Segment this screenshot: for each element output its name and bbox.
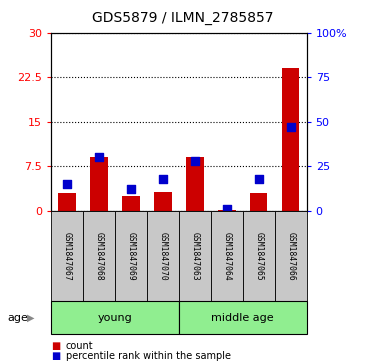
Text: young: young xyxy=(97,313,132,323)
Text: middle age: middle age xyxy=(211,313,274,323)
Text: percentile rank within the sample: percentile rank within the sample xyxy=(66,351,231,362)
Bar xyxy=(211,211,243,301)
Text: ■: ■ xyxy=(51,340,60,351)
Text: GSM1847067: GSM1847067 xyxy=(62,232,72,280)
Bar xyxy=(154,192,172,211)
Text: GSM1847068: GSM1847068 xyxy=(95,232,104,280)
Bar xyxy=(147,211,179,301)
Bar xyxy=(122,196,140,211)
Bar xyxy=(250,193,268,211)
Text: GSM1847066: GSM1847066 xyxy=(286,232,295,280)
Bar xyxy=(83,211,115,301)
Text: GSM1847064: GSM1847064 xyxy=(222,232,231,280)
Text: GSM1847065: GSM1847065 xyxy=(254,232,263,280)
Bar xyxy=(218,210,235,211)
Text: GSM1847063: GSM1847063 xyxy=(190,232,199,280)
Point xyxy=(224,206,230,212)
Bar xyxy=(58,193,76,211)
Point xyxy=(288,124,293,130)
Text: GDS5879 / ILMN_2785857: GDS5879 / ILMN_2785857 xyxy=(92,11,273,25)
Text: age: age xyxy=(7,313,28,323)
Bar xyxy=(282,68,299,211)
Text: GSM1847069: GSM1847069 xyxy=(126,232,135,280)
Text: ■: ■ xyxy=(51,351,60,362)
Bar xyxy=(186,157,204,211)
Bar xyxy=(179,301,307,334)
Bar xyxy=(51,211,83,301)
Bar xyxy=(115,211,147,301)
Bar xyxy=(274,211,307,301)
Bar xyxy=(179,211,211,301)
Point xyxy=(192,158,198,164)
Bar xyxy=(243,211,274,301)
Point xyxy=(160,176,166,182)
Bar xyxy=(51,301,179,334)
Point xyxy=(256,176,262,182)
Text: count: count xyxy=(66,340,93,351)
Point xyxy=(96,154,102,160)
Text: GSM1847070: GSM1847070 xyxy=(158,232,168,280)
Point xyxy=(64,181,70,187)
Text: ▶: ▶ xyxy=(27,313,35,323)
Point xyxy=(128,186,134,192)
Bar xyxy=(90,157,108,211)
